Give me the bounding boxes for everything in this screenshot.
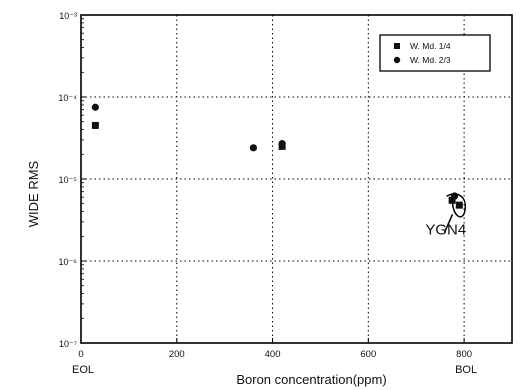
data-point-circle <box>249 144 257 152</box>
legend-marker-square <box>394 43 400 49</box>
axis-ticks: 0 200 400 600 800 10⁻³ 10⁻⁴ 10⁻⁵ 10⁻⁶ 10⁻⁷ EOL BOL <box>58 11 477 376</box>
legend-label-series-2: W. Md. 2/3 <box>410 55 451 65</box>
data-point-square <box>455 201 463 209</box>
data-point-square <box>91 121 99 129</box>
annotation-label: YGN4 <box>425 221 466 238</box>
x-tick-label: 200 <box>169 349 185 360</box>
x-tick-label: 800 <box>456 349 472 360</box>
y-tick-label: 10⁻⁴ <box>58 93 77 103</box>
legend-label-series-1: W. Md. 1/4 <box>410 41 451 51</box>
legend-marker-circle <box>393 56 401 64</box>
data-points <box>91 103 463 209</box>
x-tick-label: 400 <box>265 349 281 360</box>
y-axis-label: WIDE RMS <box>26 160 41 227</box>
y-tick-label: 10⁻⁷ <box>59 339 77 349</box>
data-point-square <box>448 196 456 204</box>
legend-box <box>379 34 491 72</box>
legend: W. Md. 1/4 W. Md. 2/3 <box>379 34 491 72</box>
annotation-curve <box>443 193 467 233</box>
data-point-circle <box>278 140 286 148</box>
y-tick-label: 10⁻⁶ <box>59 257 78 267</box>
bottom-label-eol: EOL <box>72 364 94 376</box>
data-point-circle <box>91 103 99 111</box>
bottom-label-bol: BOL <box>455 364 477 376</box>
x-tick-label: 600 <box>360 349 376 360</box>
y-tick-label: 10⁻⁵ <box>59 175 78 185</box>
x-tick-label: 0 <box>78 349 83 360</box>
y-tick-label: 10⁻³ <box>59 11 77 21</box>
x-axis-label: Boron concentration(ppm) <box>236 372 386 387</box>
